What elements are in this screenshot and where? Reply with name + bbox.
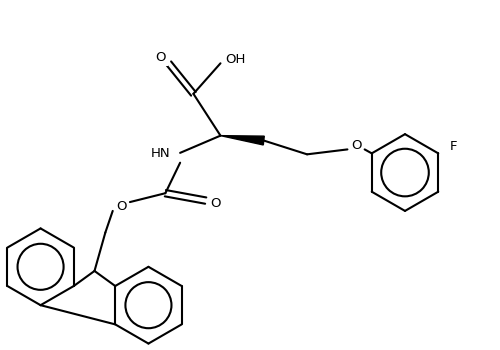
- Text: O: O: [156, 51, 166, 64]
- Text: HN: HN: [150, 147, 171, 160]
- Polygon shape: [220, 136, 264, 145]
- Text: O: O: [116, 199, 126, 212]
- Text: OH: OH: [225, 53, 246, 66]
- Text: O: O: [351, 139, 362, 152]
- Text: F: F: [450, 140, 458, 153]
- Text: O: O: [210, 197, 221, 210]
